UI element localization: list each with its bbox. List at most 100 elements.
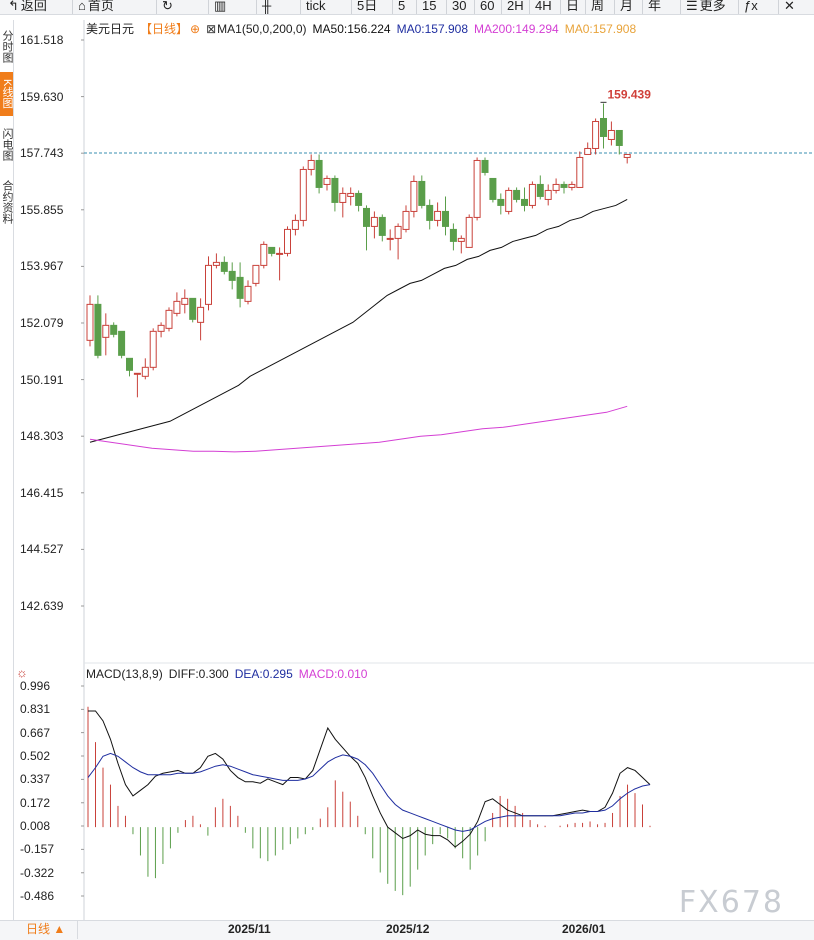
macd-legend: MACD(13,8,9) DIFF:0.300 DEA:0.295 MACD:0.01… <box>86 667 373 681</box>
toolbar-item-17[interactable]: ☰ 更多 <box>686 0 726 15</box>
candle-body <box>260 243 268 266</box>
candle-body <box>552 183 560 191</box>
candle-body <box>497 198 505 206</box>
back-arrow-icon: ↰ <box>8 0 19 13</box>
macd-y-tick-label: 0.172 <box>20 795 51 810</box>
settings-icon[interactable]: ⊕ <box>190 22 201 36</box>
sun-icon[interactable]: ☼ <box>16 665 28 680</box>
toolbar-item-12[interactable]: 4H <box>535 0 552 15</box>
candle-body <box>165 309 173 329</box>
toolbar-item-label: 2H <box>507 0 524 13</box>
y-tick-label: 155.855 <box>20 202 64 217</box>
toolbar-item-7[interactable]: 5 <box>398 0 405 15</box>
tab-timeshare[interactable]: 分时图 <box>1 29 13 63</box>
candle-body <box>197 306 205 323</box>
tab-lightning[interactable]: 闪电图 <box>1 127 13 161</box>
candle-body <box>363 207 370 227</box>
toolbar-item-label: 更多 <box>699 0 726 13</box>
candle-body <box>521 198 528 206</box>
toolbar-separator <box>256 0 257 14</box>
ma50-line <box>89 198 628 443</box>
toolbar-item-label: 60 <box>480 0 495 13</box>
toolbar-item-2[interactable]: ↻ <box>162 0 175 15</box>
toolbar-item-label: 首页 <box>87 0 114 13</box>
candle-body <box>291 219 299 230</box>
toolbar-item-label: 30 <box>452 0 467 13</box>
macd-y-tick-label: 0.337 <box>20 772 51 787</box>
toolbar-item-0[interactable]: ↰ 返回 <box>8 0 47 15</box>
toolbar-item-14[interactable]: 周 <box>591 0 604 15</box>
tab-contract-info[interactable]: 合约资料 <box>1 180 13 224</box>
y-tick-label: 152.079 <box>20 315 64 330</box>
candle-body <box>102 324 110 338</box>
toolbar-item-11[interactable]: 2H <box>507 0 524 15</box>
candle-body <box>615 129 623 146</box>
toolbar-separator <box>614 0 615 14</box>
refresh-icon: ↻ <box>162 0 173 13</box>
toolbar-separator <box>208 0 209 14</box>
candle-body <box>157 324 165 332</box>
y-tick-label: 153.967 <box>20 259 64 274</box>
toolbar-item-16[interactable]: 年 <box>648 0 661 15</box>
macd-y-tick-label: 0.667 <box>20 725 51 740</box>
toolbar-item-4[interactable]: ╫ <box>262 0 273 15</box>
toolbar-separator <box>585 0 586 14</box>
macd-y-tick-label: 0.008 <box>20 819 51 833</box>
x-tick-label: 2025/12 <box>386 922 430 936</box>
candle-body <box>149 330 157 368</box>
menu-icon: ☰ <box>686 0 698 13</box>
toolbar-separator <box>501 0 502 14</box>
y-tick-label: 144.527 <box>20 542 64 557</box>
toolbar-item-13[interactable]: 日 <box>566 0 579 15</box>
toolbar-item-8[interactable]: 15 <box>422 0 436 15</box>
indicator-icon[interactable]: ⊠ <box>206 22 217 36</box>
toolbar-separator <box>680 0 681 14</box>
y-tick-label: 142.639 <box>20 599 64 613</box>
candle-body <box>544 189 552 200</box>
candle-body <box>110 324 118 335</box>
toolbar-separator <box>446 0 447 14</box>
candle-body <box>576 156 584 188</box>
toolbar-item-19[interactable]: ✕ <box>784 0 797 15</box>
bar-chart-icon: ▥ <box>214 0 227 13</box>
y-tick-label: 157.743 <box>20 146 64 161</box>
y-tick-label: 159.630 <box>20 89 64 104</box>
toolbar-separator <box>474 0 475 14</box>
legend-period[interactable]: 【日线】 <box>140 22 189 36</box>
toolbar-separator <box>156 0 157 14</box>
period-selector-button[interactable]: 日线 ▲ <box>14 920 78 939</box>
candle-body <box>284 228 291 254</box>
toolbar-item-label: 周 <box>591 0 605 13</box>
toolbar-item-1[interactable]: ⌂ 首页 <box>78 0 114 15</box>
toolbar-item-label: 日 <box>566 0 580 13</box>
x-tick-label: 2025/11 <box>228 922 271 936</box>
toolbar-item-9[interactable]: 30 <box>452 0 466 15</box>
candle-body <box>299 168 307 221</box>
toolbar-item-18[interactable]: ƒx <box>744 0 760 15</box>
toolbar-item-label: 月 <box>620 0 634 13</box>
candle-body <box>141 366 149 377</box>
watermark: FX678 <box>678 885 784 920</box>
x-tick-label: 2026/01 <box>562 922 606 936</box>
toolbar-item-10[interactable]: 60 <box>480 0 494 15</box>
candle-body <box>315 159 323 188</box>
tab-kline[interactable]: K线图 <box>0 72 13 116</box>
candle-body <box>607 129 615 140</box>
toolbar-item-label: 5日 <box>357 0 378 13</box>
top-toolbar: ↰ 返回 ⌂ 首页 ↻ ▥ ╫ tick 5日 5 15 30 60 2H 4H 日周 月 年 ☰ 更多 ƒx ✕ <box>0 0 814 15</box>
candle-body <box>457 237 465 242</box>
macd-y-tick-label: -0.322 <box>20 865 55 880</box>
macd-diff: DIFF:0.300 <box>168 667 229 681</box>
toolbar-separator <box>738 0 739 14</box>
macd-y-tick-label: 0.831 <box>20 702 51 717</box>
toolbar-item-15[interactable]: 月 <box>620 0 633 15</box>
candle-body <box>528 183 536 206</box>
macd-y-tick-label: 0.996 <box>20 679 51 693</box>
candle-body <box>268 246 276 254</box>
toolbar-item-3[interactable]: ▥ <box>214 0 228 15</box>
toolbar-item-5[interactable]: tick <box>306 0 326 15</box>
toolbar-item-6[interactable]: 5日 <box>357 0 377 15</box>
toolbar-separator <box>778 0 779 14</box>
candle-body <box>205 264 212 305</box>
y-tick-label: 150.191 <box>20 372 64 387</box>
